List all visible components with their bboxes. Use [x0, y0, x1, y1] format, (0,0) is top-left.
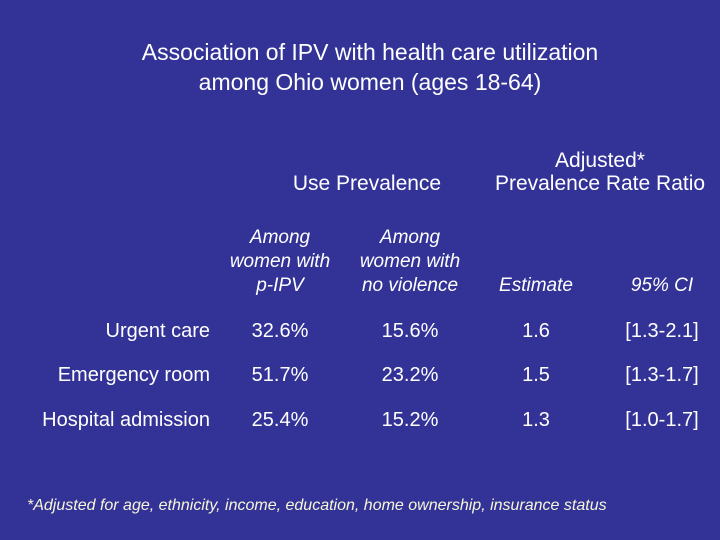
footnote: *Adjusted for age, ethnicity, income, ed… — [27, 497, 607, 514]
no-violence-prevalence-value: 15.6% — [381, 320, 439, 342]
p-ipv-prevalence-value: 51.7% — [251, 364, 309, 386]
column-header-among-women-with-no-violence: Among women with no violence — [359, 227, 461, 296]
no-violence-prevalence-value: 23.2% — [381, 364, 439, 386]
estimate-value: 1.3 — [522, 409, 550, 431]
table-row-hospital-admission: Hospital admission 25.4% 15.2% 1.3 [1.0-… — [0, 408, 720, 432]
estimate-value: 1.5 — [522, 364, 550, 386]
no-violence-prevalence-value: 15.2% — [381, 409, 439, 431]
p-ipv-prevalence-value: 25.4% — [251, 409, 309, 431]
column-header-estimate: Estimate — [499, 275, 573, 296]
column-header-95-ci: 95% CI — [630, 275, 694, 296]
row-label: Emergency room — [57, 364, 210, 386]
table-row-urgent-care: Urgent care 32.6% 15.6% 1.6 [1.3-2.1] — [0, 319, 720, 343]
column-header-among-women-with-p-ipv: Among women with p-IPV — [229, 227, 331, 296]
ci-value: [1.3-2.1] — [625, 320, 699, 342]
estimate-value: 1.6 — [522, 320, 550, 342]
table-row-emergency-room: Emergency room 51.7% 23.2% 1.5 [1.3-1.7] — [0, 363, 720, 387]
p-ipv-prevalence-value: 32.6% — [251, 320, 309, 342]
ci-value: [1.3-1.7] — [625, 364, 699, 386]
row-label: Hospital admission — [42, 409, 210, 431]
slide-title: Association of IPV with health care util… — [141, 39, 599, 95]
group-header-adjusted-prevalence-rate-ratio: Adjusted* Prevalence Rate Ratio — [494, 149, 706, 195]
group-header-use-prevalence: Use Prevalence — [292, 172, 442, 195]
ci-value: [1.0-1.7] — [625, 409, 699, 431]
row-label: Urgent care — [105, 320, 211, 342]
